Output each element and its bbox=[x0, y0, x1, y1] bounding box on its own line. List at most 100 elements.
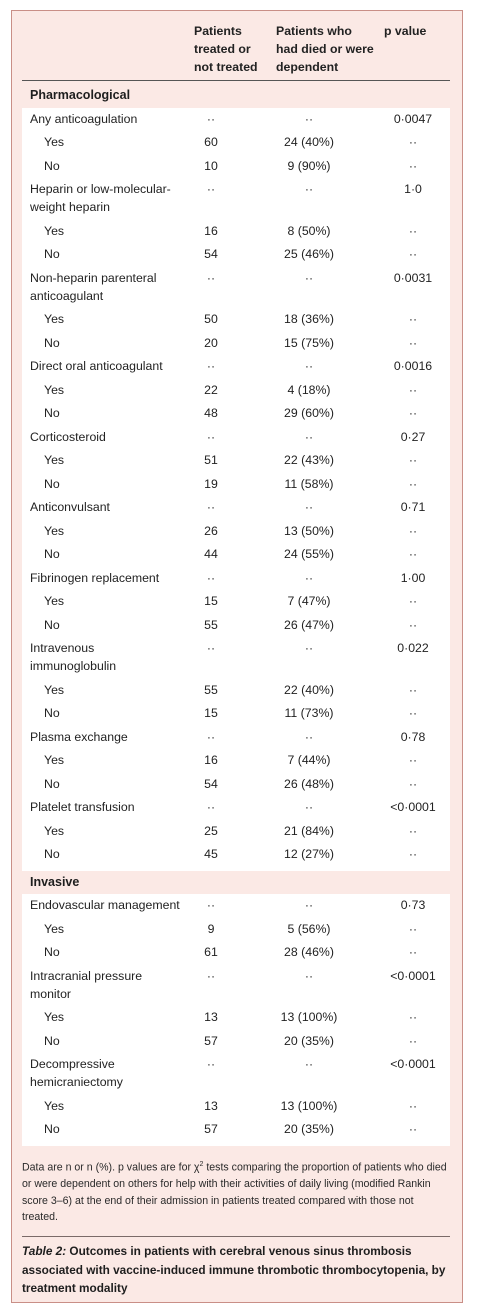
row-label: Yes bbox=[44, 133, 202, 151]
table-row: Yes 26 13 (50%) ·· bbox=[22, 522, 450, 546]
cell-pvalue: 1·00 bbox=[400, 570, 426, 585]
table-row: No 45 12 (27%) ·· bbox=[22, 845, 450, 869]
cell-pvalue: ·· bbox=[408, 945, 418, 959]
cell-treated: ·· bbox=[206, 968, 216, 983]
row-label-line: Yes bbox=[44, 382, 65, 397]
cell-pvalue: <0·0001 bbox=[390, 968, 436, 983]
row-label: Platelet transfusion bbox=[30, 798, 188, 816]
row-label-line: No bbox=[44, 406, 60, 420]
table-row: Decompressive hemicraniectomy ·· ·· <0·0001 bbox=[22, 1055, 450, 1097]
cell-dependent: 21 (84%) bbox=[284, 823, 334, 838]
row-label: Yes bbox=[44, 451, 202, 469]
row-label: Yes bbox=[44, 222, 202, 240]
row-label-line: Anticonvulsant bbox=[30, 500, 110, 514]
row-label-line: Corticosteroid bbox=[30, 429, 106, 444]
cell-dependent: 20 (35%) bbox=[284, 1033, 334, 1048]
header-treated: Patients treated or not treated bbox=[194, 22, 258, 76]
row-label: Yes bbox=[44, 1008, 202, 1026]
cell-treated: 54 bbox=[204, 776, 218, 791]
table-row: Yes 22 4 (18%) ·· bbox=[22, 381, 450, 405]
cell-pvalue: ·· bbox=[408, 453, 418, 467]
cell-pvalue: 0·0016 bbox=[393, 359, 433, 373]
section-heading: Invasive bbox=[22, 870, 450, 894]
row-label: No bbox=[44, 1120, 202, 1138]
cell-dependent: ·· bbox=[304, 1057, 314, 1071]
table-row: Heparin or low-molecular-weight heparin ·… bbox=[22, 180, 450, 222]
row-label-line: No bbox=[44, 335, 60, 350]
table-row: Yes 25 21 (84%) ·· bbox=[22, 822, 450, 846]
cell-pvalue: ·· bbox=[408, 753, 418, 767]
cell-treated: 57 bbox=[204, 1122, 218, 1136]
row-label-line: Yes bbox=[44, 223, 65, 238]
cell-treated: 20 bbox=[204, 335, 218, 350]
caption-text: Outcomes in patients with cerebral venou… bbox=[22, 1244, 446, 1295]
table-row: Intracranial pressure monitor ·· ·· <0·0001 bbox=[22, 967, 450, 1009]
table-row: No 44 24 (55%) ·· bbox=[22, 545, 450, 569]
cell-treated: 16 bbox=[204, 753, 218, 767]
cell-pvalue: ·· bbox=[408, 523, 418, 538]
row-label: Non-heparin parenteral anticoagulant bbox=[30, 269, 188, 305]
row-label-line: Heparin or low-molecular- bbox=[30, 182, 171, 196]
row-label-line: Yes bbox=[44, 1098, 65, 1113]
cell-dependent: 13 (100%) bbox=[280, 1010, 338, 1024]
row-label-line: Yes bbox=[44, 753, 65, 767]
cell-treated: 25 bbox=[204, 823, 218, 838]
cell-pvalue: ·· bbox=[408, 847, 418, 861]
row-label-line: Any anticoagulation bbox=[30, 111, 138, 126]
cell-treated: 55 bbox=[204, 617, 218, 632]
header-dependent: Patients who had died or were dependent bbox=[276, 22, 374, 76]
table-row: Corticosteroid ·· ·· 0·27 bbox=[22, 428, 450, 452]
cell-pvalue: ·· bbox=[408, 312, 418, 326]
cell-treated: 54 bbox=[204, 247, 218, 261]
section-block: Any anticoagulation ·· ·· 0·0047 Yes 60 24 (40… bbox=[22, 107, 450, 871]
cell-dependent: ·· bbox=[304, 500, 314, 514]
table-caption: Table 2: Outcomes in patients with cereb… bbox=[22, 1242, 450, 1298]
cell-pvalue: 0·0047 bbox=[393, 111, 433, 126]
table-row: No 57 20 (35%) ·· bbox=[22, 1032, 450, 1056]
row-label: No bbox=[44, 334, 202, 352]
cell-treated: 57 bbox=[204, 1033, 218, 1048]
row-label-line: Intracranial pressure bbox=[30, 968, 143, 983]
cell-pvalue: ·· bbox=[408, 776, 418, 791]
row-label: Yes bbox=[44, 381, 202, 399]
table-row: Anticonvulsant ·· ·· 0·71 bbox=[22, 498, 450, 522]
cell-pvalue: ·· bbox=[408, 382, 418, 397]
header-treated-line: treated or bbox=[194, 42, 251, 56]
table-header: Patients treated or not treated Patients… bbox=[22, 22, 450, 80]
cell-dependent: 12 (27%) bbox=[284, 847, 334, 861]
table-row: Any anticoagulation ·· ·· 0·0047 bbox=[22, 110, 450, 134]
cell-pvalue: ·· bbox=[408, 823, 418, 838]
cell-treated: 22 bbox=[204, 382, 218, 397]
cell-dependent: 11 (73%) bbox=[284, 706, 334, 720]
cell-treated: ·· bbox=[206, 359, 216, 373]
row-label: No bbox=[44, 616, 202, 634]
cell-pvalue: 0·78 bbox=[400, 729, 426, 744]
row-label-line: Yes bbox=[44, 523, 65, 538]
cell-pvalue: ·· bbox=[408, 1098, 418, 1113]
cell-dependent: 8 (50%) bbox=[287, 223, 331, 238]
cell-treated: ·· bbox=[206, 429, 216, 444]
row-label-line: Platelet transfusion bbox=[30, 800, 135, 814]
row-label: Yes bbox=[44, 1097, 202, 1115]
cell-pvalue: ·· bbox=[408, 476, 418, 491]
section-block: Endovascular management ·· ·· 0·73 Yes 9 5 (56… bbox=[22, 894, 450, 1146]
cell-treated: 10 bbox=[204, 158, 218, 173]
table-row: No 55 26 (47%) ·· bbox=[22, 616, 450, 640]
cell-dependent: 7 (47%) bbox=[287, 594, 331, 608]
table-row: Yes 15 7 (47%) ·· bbox=[22, 592, 450, 616]
row-label: Intracranial pressure monitor bbox=[30, 967, 188, 1003]
row-label: Decompressive hemicraniectomy bbox=[30, 1055, 188, 1091]
cell-pvalue: ·· bbox=[408, 594, 418, 608]
cell-dependent: ·· bbox=[304, 898, 314, 912]
cell-pvalue: 0·71 bbox=[400, 500, 426, 514]
cell-pvalue: ·· bbox=[408, 921, 418, 936]
row-label: Yes bbox=[44, 751, 202, 769]
cell-dependent: ·· bbox=[304, 968, 314, 983]
cell-treated: ·· bbox=[206, 270, 216, 285]
table-row: Endovascular management ·· ·· 0·73 bbox=[22, 896, 450, 920]
cell-dependent: ·· bbox=[304, 359, 314, 373]
header-dependent-line: had died or were bbox=[276, 42, 374, 56]
caption-rule bbox=[22, 1236, 450, 1237]
row-label: No bbox=[44, 157, 202, 175]
cell-treated: 13 bbox=[204, 1010, 218, 1024]
